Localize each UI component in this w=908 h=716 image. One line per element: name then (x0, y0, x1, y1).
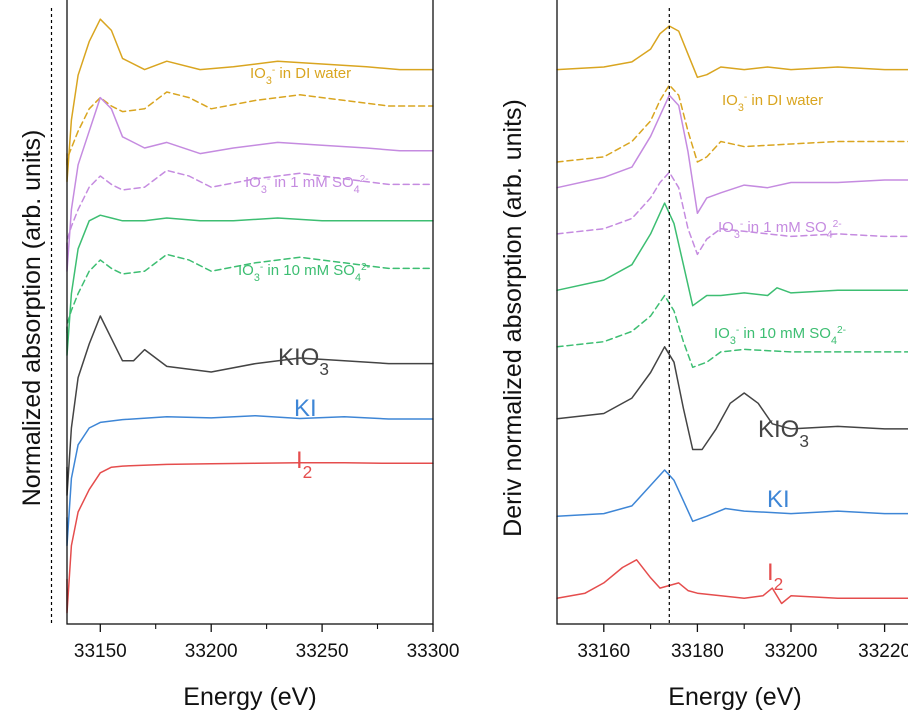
ann-io3-10mm-part: IO (238, 262, 254, 279)
ann-d-io3-di-part: IO (722, 92, 738, 109)
left-x-tick-label: 33150 (74, 641, 127, 662)
ann-i2-part: I (296, 447, 303, 474)
ann-d-i2-part: 2 (774, 574, 784, 594)
series-line-d-io3-10mm-solid (556, 202, 908, 307)
left-y-axis-title: Normalized absorption (arb. units) (18, 130, 46, 507)
ann-d-io3-1mm-part: IO (718, 219, 734, 236)
ann-d-io3-di-part: in DI water (747, 92, 823, 109)
ann-io3-1mm-part: IO (245, 174, 261, 191)
ann-d-i2-part: I (767, 559, 774, 586)
series-line-d-io3-1mm-solid (556, 94, 908, 215)
series-line-d-i2 (556, 559, 908, 605)
ann-io3-1mm-part: 3 (261, 184, 267, 196)
ann-io3-1mm-part: 2- (360, 174, 369, 185)
ann-io3-10mm-part: 3 (254, 272, 260, 284)
ann-io3-1mm: IO3- in 1 mM SO42- (245, 174, 369, 197)
ann-d-io3-1mm-part: in 1 mM SO (743, 219, 826, 236)
ann-io3-di-part: IO (250, 65, 266, 82)
series-line-ki (66, 414, 434, 547)
series-line-io3-di-dash (66, 91, 434, 166)
series-line-kio3 (66, 315, 434, 496)
ann-ki-part: KI (294, 395, 317, 422)
ann-d-ki: KI (767, 486, 790, 513)
left-plot-area (66, 18, 434, 614)
ann-d-io3-10mm-part: - (736, 325, 739, 336)
right-panel: 33160 33180 33200 33220 IO3- in DI waterIO3… (499, 0, 908, 711)
ann-d-io3-1mm-part: 2- (833, 219, 842, 230)
ann-d-io3-1mm-part: 3 (734, 229, 740, 241)
ann-kio3-part: 3 (319, 359, 329, 379)
left-x-tick-label: 33200 (185, 641, 238, 662)
series-line-d-io3-di-dash (556, 84, 908, 163)
ann-io3-1mm-part: 4 (354, 184, 360, 196)
ann-d-io3-di-part: - (744, 92, 747, 103)
ann-ki: KI (294, 395, 317, 422)
left-x-ticks: 33150 33200 33250 33300 (74, 624, 460, 662)
ann-io3-10mm-part: 4 (355, 272, 361, 284)
ann-d-i2: I2 (767, 559, 783, 594)
ann-io3-10mm-part: - (260, 262, 263, 273)
series-line-io3-10mm-dash (66, 253, 434, 334)
ann-d-io3-1mm-part: 4 (827, 229, 833, 241)
ann-io3-di-part: 3 (266, 75, 272, 87)
series-line-d-io3-1mm-dash (556, 171, 908, 256)
ann-io3-10mm-part: in 10 mM SO (263, 262, 355, 279)
left-axes-frame (66, 0, 434, 625)
left-x-axis-title: Energy (eV) (183, 683, 316, 711)
series-line-i2 (66, 461, 434, 614)
ann-d-io3-10mm: IO3- in 10 mM SO42- (714, 325, 846, 348)
ann-io3-10mm: IO3- in 10 mM SO42- (238, 262, 370, 285)
left-x-tick-label: 33250 (296, 641, 349, 662)
series-line-d-io3-di-solid (556, 25, 908, 79)
ann-d-io3-10mm-part: 2- (837, 325, 846, 336)
ann-d-kio3-part: 3 (799, 431, 809, 451)
ann-io3-10mm-part: 2- (361, 262, 370, 273)
right-axes-frame (556, 0, 908, 625)
ann-i2: I2 (296, 447, 312, 482)
ann-io3-di: IO3- in DI water (250, 65, 351, 88)
right-x-tick-label: 33220 (858, 641, 908, 662)
series-line-io3-di-solid (66, 18, 434, 183)
ann-d-io3-di: IO3- in DI water (722, 92, 823, 115)
ann-d-io3-1mm-part: - (740, 219, 743, 230)
ann-d-io3-10mm-part: 4 (831, 335, 837, 347)
series-line-d-io3-10mm-dash (556, 294, 908, 369)
right-plot-area (556, 25, 908, 605)
ann-io3-di-part: - (272, 65, 275, 76)
ann-d-io3-10mm-part: 3 (730, 335, 736, 347)
right-x-tick-label: 33160 (577, 641, 630, 662)
series-line-d-ki (556, 469, 908, 523)
right-x-ticks: 33160 33180 33200 33220 (577, 624, 908, 662)
ann-io3-di-part: in DI water (275, 65, 351, 82)
ann-d-ki-part: KI (767, 486, 790, 513)
ann-io3-1mm-part: in 1 mM SO (270, 174, 353, 191)
right-x-tick-label: 33200 (765, 641, 818, 662)
ann-d-io3-10mm-part: in 10 mM SO (739, 325, 831, 342)
left-panel: 33150 33200 33250 33300 IO3- in DI waterIO3… (18, 0, 459, 711)
ann-io3-1mm-part: - (267, 174, 270, 185)
left-x-tick-label: 33300 (407, 641, 460, 662)
right-y-axis-title: Deriv normalized absorption (arb. units) (499, 99, 527, 537)
ann-kio3-part: KIO (278, 344, 319, 371)
series-line-d-kio3 (556, 346, 908, 451)
ann-d-kio3-part: KIO (758, 416, 799, 443)
series-line-io3-1mm-solid (66, 96, 434, 272)
series-line-io3-10mm-solid (66, 214, 434, 356)
ann-kio3: KIO3 (278, 344, 329, 379)
right-x-tick-label: 33180 (671, 641, 724, 662)
series-line-io3-1mm-dash (66, 169, 434, 250)
ann-d-io3-1mm: IO3- in 1 mM SO42- (718, 219, 842, 242)
ann-d-io3-10mm-part: IO (714, 325, 730, 342)
ann-d-io3-di-part: 3 (738, 102, 744, 114)
ann-d-kio3: KIO3 (758, 416, 809, 451)
ann-i2-part: 2 (303, 462, 313, 482)
right-x-axis-title: Energy (eV) (668, 683, 801, 711)
